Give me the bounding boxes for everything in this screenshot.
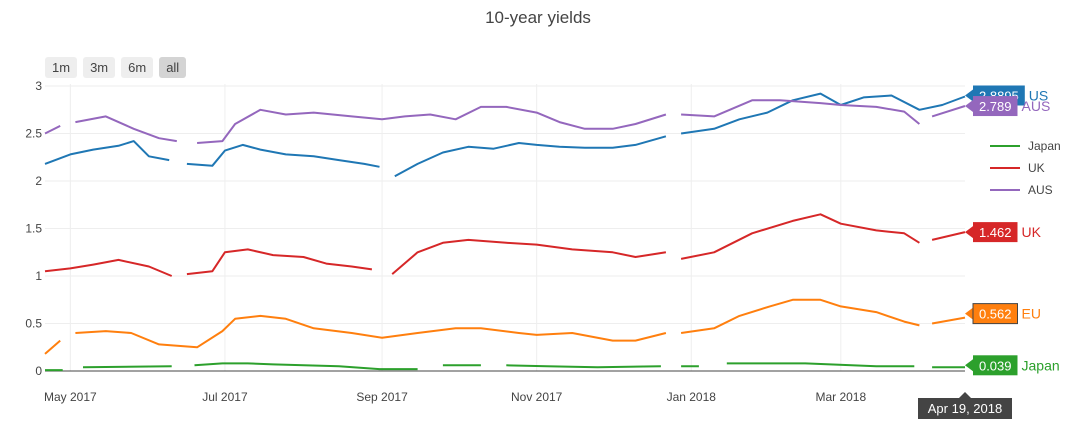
x-tick-label-5: Mar 2018: [815, 390, 866, 404]
x-tick-label-1: Jul 2017: [202, 390, 248, 404]
y-tick-label-3: 1.5: [25, 222, 42, 236]
y-tick-label-1: 0.5: [25, 317, 42, 331]
end-label-pointer-us: [965, 89, 973, 102]
series-line-aus[interactable]: [44, 99, 966, 144]
y-tick-label-0: 0: [35, 364, 42, 378]
end-label-value-eu: 0.562: [979, 307, 1012, 322]
range-button-3m[interactable]: 3m: [83, 57, 116, 78]
x-tick-label-0: May 2017: [44, 390, 97, 404]
x-tick-label-4: Jan 2018: [667, 390, 717, 404]
end-label-name-eu: EU: [1022, 306, 1041, 322]
end-label-name-uk: UK: [1022, 224, 1042, 240]
end-label-name-japan: Japan: [1022, 357, 1060, 373]
legend-label-uk: UK: [1028, 161, 1045, 175]
x-tick-label-2: Sep 2017: [356, 390, 408, 404]
end-label-pointer-eu: [965, 307, 973, 320]
chart-title: 10-year yields: [485, 8, 591, 27]
end-label-box-eu: [972, 303, 1018, 325]
series-line-eu[interactable]: [44, 298, 966, 355]
end-label-box-japan: [973, 355, 1018, 376]
end-label-value-uk: 1.462: [979, 225, 1012, 240]
range-button-1m[interactable]: 1m: [45, 57, 78, 78]
hover-date-label: Apr 19, 2018: [928, 401, 1002, 416]
y-tick-label-6: 3: [35, 79, 42, 93]
end-label-box-uk: [973, 222, 1018, 243]
end-label-box-aus: [973, 96, 1018, 117]
range-selector: 1m 3m 6m all: [45, 57, 187, 78]
end-label-value-japan: 0.039: [979, 358, 1012, 373]
series-line-japan[interactable]: [45, 362, 966, 372]
end-label-pointer-aus: [965, 100, 973, 113]
range-button-6m[interactable]: 6m: [121, 57, 154, 78]
end-label-name-aus: AUS: [1022, 98, 1051, 114]
legend-label-japan: Japan: [1028, 139, 1061, 153]
end-label-value-aus: 2.789: [979, 99, 1012, 114]
y-tick-label-5: 2.5: [25, 127, 42, 141]
x-tick-label-3: Nov 2017: [511, 390, 563, 404]
legend-label-aus: AUS: [1028, 183, 1053, 197]
series-line-us[interactable]: [44, 92, 966, 178]
range-button-all[interactable]: all: [159, 57, 187, 78]
end-label-name-us: US: [1029, 87, 1048, 103]
series-line-uk[interactable]: [44, 213, 966, 277]
hover-date-pointer: [959, 392, 971, 398]
y-tick-label-2: 1: [35, 269, 42, 283]
end-label-pointer-japan: [965, 359, 973, 372]
hover-date-box: [918, 398, 1012, 419]
y-tick-label-4: 2: [35, 174, 42, 188]
end-label-pointer-uk: [965, 226, 973, 239]
